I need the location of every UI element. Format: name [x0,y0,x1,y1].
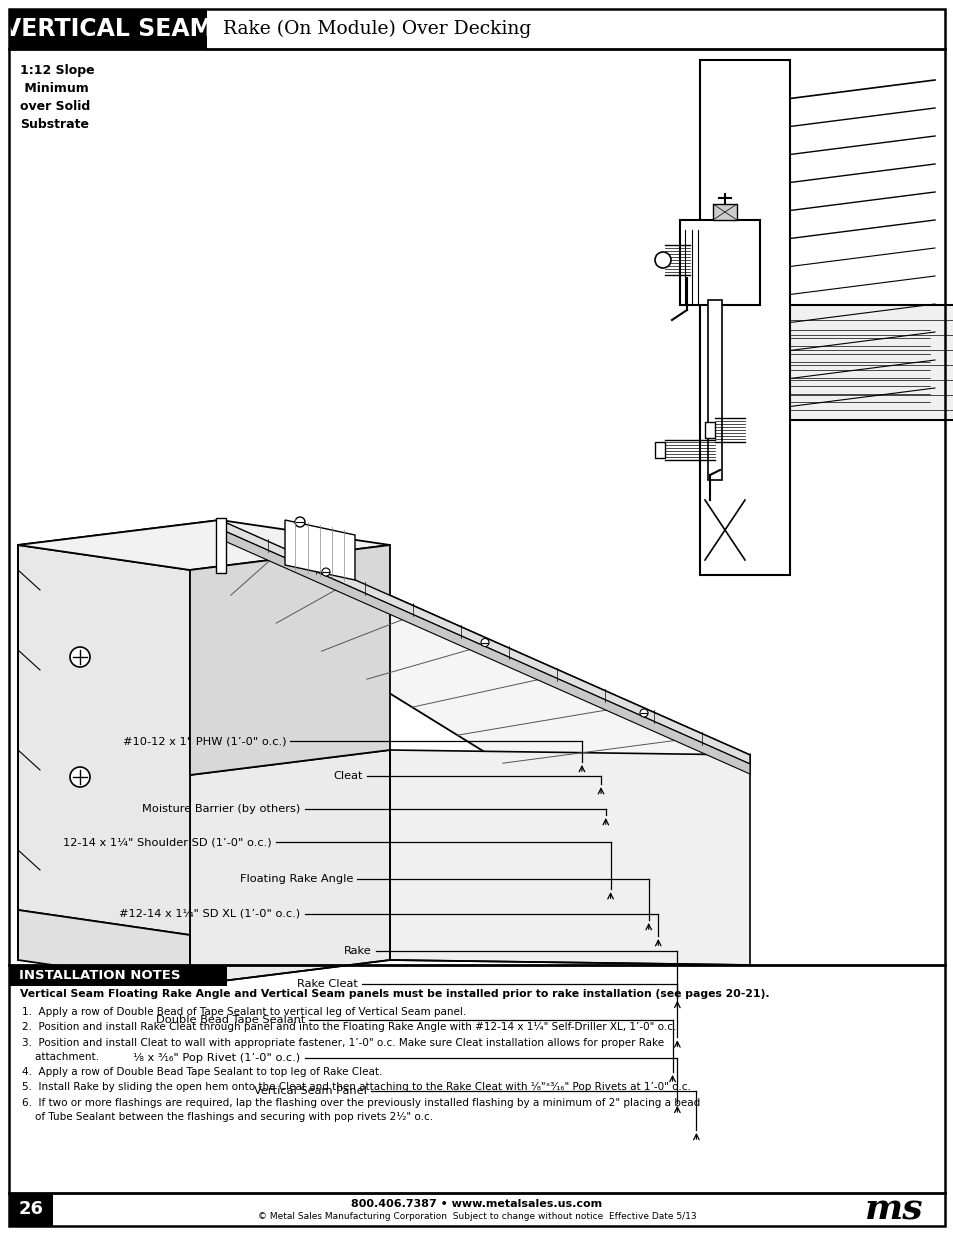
Polygon shape [18,520,749,781]
Text: 3.  Position and install Cleat to wall with appropriate fastener, 1’-0" o.c. Mak: 3. Position and install Cleat to wall wi… [22,1037,663,1049]
Polygon shape [220,529,749,774]
Polygon shape [190,545,390,776]
Text: 26: 26 [18,1200,44,1219]
Circle shape [322,568,330,576]
Bar [9,965,227,986]
Text: Rake: Rake [344,946,372,956]
Bar [9,9,207,49]
Bar [704,422,714,438]
Circle shape [480,638,489,646]
Circle shape [70,767,90,787]
Text: 1.  Apply a row of Double Bead of Tape Sealant to vertical leg of Vertical Seam : 1. Apply a row of Double Bead of Tape Se… [22,1007,466,1016]
Polygon shape [390,750,749,965]
Polygon shape [18,545,190,935]
Text: Vertical Seam Panel: Vertical Seam Panel [254,1086,367,1095]
Circle shape [294,517,305,527]
Circle shape [70,647,90,667]
Text: attachment.: attachment. [22,1051,99,1062]
Polygon shape [285,520,355,580]
Bar [700,305,953,420]
Text: Rake (On Module) Over Decking: Rake (On Module) Over Decking [223,20,531,38]
Bar [712,204,737,220]
Text: Moisture Barrier (by others): Moisture Barrier (by others) [142,804,300,814]
Text: ¹⁄₈ x ³⁄₁₆" Pop Rivet (1’-0" o.c.): ¹⁄₈ x ³⁄₁₆" Pop Rivet (1’-0" o.c.) [133,1053,300,1063]
Bar [9,1193,53,1226]
Text: 2.  Position and install Rake Cleat through panel and into the Floating Rake Ang: 2. Position and install Rake Cleat throu… [22,1023,676,1032]
Circle shape [655,252,670,268]
Bar [215,517,226,573]
Text: Double Bead Tape Sealant: Double Bead Tape Sealant [155,1015,305,1025]
Text: 5.  Install Rake by sliding the open hem onto the Cleat and then attaching to th: 5. Install Rake by sliding the open hem … [22,1083,690,1093]
Text: Floating Rake Angle: Floating Rake Angle [239,874,353,884]
Text: 800.406.7387 • www.metalsales.us.com: 800.406.7387 • www.metalsales.us.com [351,1198,602,1209]
Polygon shape [18,520,390,571]
Text: © Metal Sales Manufacturing Corporation  Subject to change without notice  Effec: © Metal Sales Manufacturing Corporation … [257,1213,696,1221]
Bar [655,442,664,458]
Text: 12-14 x 1¹⁄₄" Shoulder SD (1’-0" o.c.): 12-14 x 1¹⁄₄" Shoulder SD (1’-0" o.c.) [63,837,272,847]
Circle shape [639,709,647,718]
Text: #10-12 x 1" PHW (1’-0" o.c.): #10-12 x 1" PHW (1’-0" o.c.) [123,736,286,746]
Text: Rake Cleat: Rake Cleat [296,979,357,989]
Polygon shape [18,910,190,986]
Text: 4.  Apply a row of Double Bead Tape Sealant to top leg of Rake Cleat.: 4. Apply a row of Double Bead Tape Seala… [22,1067,382,1077]
Text: 6.  If two or more flashings are required, lap the flashing over the previously : 6. If two or more flashings are required… [22,1098,700,1108]
Text: INSTALLATION NOTES: INSTALLATION NOTES [19,969,180,982]
Text: ms: ms [864,1193,923,1226]
Bar [700,61,789,576]
Bar [679,220,760,305]
Text: Vertical Seam Floating Rake Angle and Vertical Seam panels must be installed pri: Vertical Seam Floating Rake Angle and Ve… [20,989,769,999]
Polygon shape [190,750,390,986]
Text: of Tube Sealant between the flashings and securing with pop rivets 2¹⁄₂" o.c.: of Tube Sealant between the flashings an… [22,1112,433,1121]
Text: VERTICAL SEAM: VERTICAL SEAM [3,17,213,41]
Text: #12-14 x 1¹⁄₄" SD XL (1’-0" o.c.): #12-14 x 1¹⁄₄" SD XL (1’-0" o.c.) [119,909,300,919]
Text: Cleat: Cleat [333,771,362,781]
Polygon shape [220,520,749,764]
Bar [707,300,721,480]
Text: 1:12 Slope
 Minimum
over Solid
Substrate: 1:12 Slope Minimum over Solid Substrate [20,64,94,131]
